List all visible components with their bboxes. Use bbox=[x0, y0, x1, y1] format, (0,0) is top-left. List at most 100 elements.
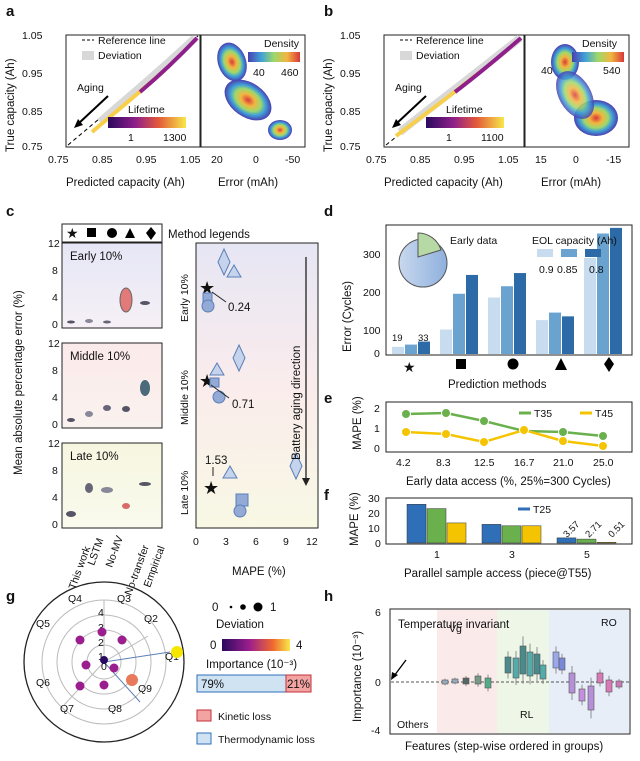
late-box-title: Late 10% bbox=[70, 451, 119, 463]
density-max: 460 bbox=[281, 67, 299, 79]
violin bbox=[122, 406, 130, 412]
xtick: 5 bbox=[584, 549, 590, 561]
diamond-marker bbox=[289, 451, 303, 481]
circle-marker bbox=[212, 390, 226, 404]
legend-dev-swatch bbox=[82, 51, 94, 60]
quadrant-label: Q5 bbox=[36, 618, 50, 630]
method-legend-box bbox=[61, 223, 163, 243]
panel-label-f: f bbox=[324, 487, 330, 504]
panel-e: e 2 1 0 MAPE (%) 4.2 8.3 12.5 16.7 21.0 … bbox=[324, 390, 633, 488]
method-legends-label: Method legends bbox=[168, 229, 250, 241]
ytick: -4 bbox=[371, 725, 380, 737]
density-min: 40 bbox=[253, 67, 265, 79]
ytick: 0 bbox=[375, 677, 381, 689]
xtick: 20 bbox=[211, 154, 223, 166]
ytick: 6 bbox=[375, 607, 381, 619]
aging-label: Aging bbox=[395, 82, 422, 94]
bar bbox=[466, 274, 478, 354]
aging-arrowhead bbox=[392, 119, 401, 128]
bar-f-frame bbox=[385, 497, 633, 545]
violin bbox=[67, 320, 75, 324]
series-line bbox=[405, 428, 604, 448]
violin bbox=[85, 411, 93, 417]
triangle-marker bbox=[555, 358, 567, 370]
box bbox=[519, 645, 527, 675]
ytick: 0.85 bbox=[340, 106, 361, 118]
thermo-share: 79% bbox=[201, 679, 224, 691]
invariant-arrowhead bbox=[391, 672, 398, 680]
xtick: 0.95 bbox=[454, 154, 475, 166]
xtick: 0.75 bbox=[366, 154, 387, 166]
density-colorbar bbox=[248, 52, 300, 62]
legend-label: T45 bbox=[595, 408, 613, 420]
star-marker: ★ bbox=[203, 478, 219, 498]
cbar-max: 1100 bbox=[481, 132, 504, 144]
dev-size-mid bbox=[240, 604, 246, 610]
cbar-max: 1300 bbox=[163, 132, 187, 144]
aging-arrow bbox=[77, 95, 109, 125]
x-axis-label: Prediction methods bbox=[448, 379, 547, 391]
bar bbox=[392, 346, 404, 354]
data-point bbox=[558, 427, 568, 437]
ytick: 8 bbox=[52, 465, 58, 477]
xtick: 1 bbox=[434, 549, 440, 561]
bar bbox=[536, 320, 548, 354]
scatter-frame bbox=[383, 34, 525, 148]
radar-point bbox=[117, 635, 127, 645]
violin bbox=[122, 503, 130, 509]
xtick: 0 bbox=[253, 154, 259, 166]
data-point bbox=[479, 416, 489, 426]
annotation-late: 1.53 bbox=[205, 455, 227, 467]
xtick: 1.05 bbox=[498, 154, 519, 166]
bar bbox=[514, 273, 526, 354]
aging-arrow bbox=[395, 95, 427, 125]
legend-dev-label: Deviation bbox=[416, 50, 460, 62]
dev-min: 0 bbox=[212, 602, 218, 614]
panel-h: h 6 0 -4 Importance (10⁻³) Temperature i… bbox=[324, 588, 631, 753]
panel-label-a: a bbox=[6, 3, 15, 20]
ytick: 0 bbox=[374, 443, 380, 455]
data-point bbox=[441, 429, 451, 439]
xtick: 12 bbox=[306, 536, 318, 548]
bar bbox=[610, 227, 622, 354]
xtick: 3 bbox=[509, 549, 515, 561]
violin bbox=[66, 511, 76, 517]
density-title: Density bbox=[264, 38, 300, 50]
data-point bbox=[401, 409, 411, 419]
method-tick: LSTM bbox=[86, 537, 107, 567]
box bbox=[526, 651, 534, 677]
quadrant-label: Q2 bbox=[144, 613, 158, 625]
radar-spoke bbox=[63, 661, 105, 706]
ytick: 8 bbox=[52, 365, 58, 377]
bar bbox=[426, 508, 447, 544]
data-point bbox=[598, 441, 608, 451]
bar bbox=[453, 293, 465, 354]
annotation-leader bbox=[210, 384, 230, 399]
box bbox=[451, 678, 459, 684]
xtick: 16.7 bbox=[514, 457, 535, 469]
radar-point bbox=[99, 680, 109, 690]
ytick: 100 bbox=[363, 325, 381, 337]
dev-max: 1 bbox=[270, 602, 276, 614]
y-axis-label: Mean absolute percentage error (%) bbox=[13, 290, 25, 475]
ytick: 12 bbox=[48, 438, 60, 450]
violin bbox=[103, 320, 111, 324]
line-e-frame bbox=[385, 401, 633, 453]
violin bbox=[139, 482, 151, 486]
diamond-marker bbox=[217, 247, 231, 277]
y-axis-label: MAPE (%) bbox=[349, 492, 361, 546]
panel-label-b: b bbox=[324, 3, 333, 20]
scatter-aged bbox=[138, 36, 199, 94]
circle-marker bbox=[233, 504, 247, 518]
xtick: 0 bbox=[573, 154, 579, 166]
bars-f bbox=[406, 504, 617, 544]
ytick: 10 bbox=[368, 523, 380, 535]
aging-label: Aging bbox=[77, 82, 104, 94]
invariant-arrow bbox=[393, 659, 407, 677]
square-marker bbox=[87, 228, 96, 237]
x-axis-label: Error (mAh) bbox=[218, 177, 278, 189]
radar-point bbox=[100, 656, 108, 664]
bar bbox=[556, 537, 577, 544]
density-blob bbox=[556, 71, 594, 119]
ytick: 2 bbox=[374, 403, 380, 415]
